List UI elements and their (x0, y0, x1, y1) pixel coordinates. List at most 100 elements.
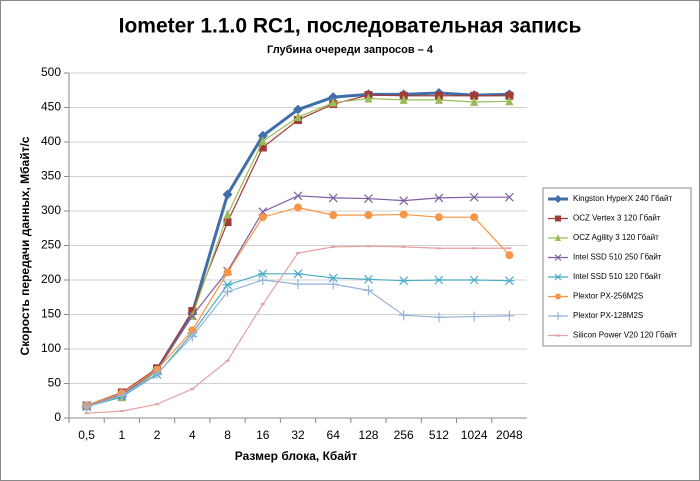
marker (81, 401, 92, 412)
legend-label: Intel SSD 510 250 Гбайт (573, 253, 662, 262)
marker (364, 93, 373, 103)
marker (554, 273, 562, 281)
marker (223, 209, 232, 219)
marker (505, 91, 514, 100)
marker (116, 390, 127, 401)
marker (152, 368, 163, 379)
marker (469, 311, 480, 322)
chart-title: Iometer 1.1.0 RC1, последовательная запи… (119, 15, 582, 38)
marker (470, 91, 479, 100)
marker (399, 94, 408, 104)
x-tick-label: 1024 (461, 428, 488, 442)
x-tick-label: 128 (358, 428, 378, 442)
marker (399, 210, 408, 219)
marker (223, 268, 232, 277)
marker (470, 96, 479, 106)
marker (223, 218, 232, 227)
marker (364, 211, 373, 220)
marker (398, 276, 409, 286)
legend-label: Silicon Power V20 120 Гбайт (573, 331, 677, 340)
marker (258, 143, 267, 152)
y-tick-label: 0 (54, 410, 61, 424)
x-tick-label: 2 (154, 428, 161, 442)
x-tick-label: 32 (291, 428, 305, 442)
marker (504, 276, 515, 286)
x-axis-title: Размер блока, Кбайт (235, 449, 358, 463)
marker (293, 279, 303, 290)
series (81, 275, 515, 412)
marker (505, 96, 514, 106)
x-tick-label: 2048 (496, 428, 523, 442)
y-tick-label: 50 (48, 376, 62, 390)
x-tick-label: 256 (394, 428, 414, 442)
legend-label: OCZ Agility 3 120 Гбайт (573, 233, 659, 242)
legend-box (542, 187, 692, 347)
x-tick-label: 64 (327, 428, 341, 442)
marker (504, 192, 514, 202)
marker (257, 275, 268, 285)
legend-label: Plextor PX-256M2S (573, 292, 643, 301)
marker (555, 293, 561, 300)
legend-label: OCZ Vertex 3 120 Гбайт (573, 214, 661, 223)
marker (554, 195, 562, 203)
y-tick-label: 400 (41, 134, 61, 148)
x-tick-label: 8 (224, 428, 231, 442)
marker (293, 104, 303, 115)
marker (434, 213, 443, 222)
marker (187, 331, 198, 342)
y-tick-label: 450 (41, 100, 61, 114)
marker (433, 312, 444, 323)
marker (554, 312, 562, 320)
marker (469, 275, 480, 285)
chart-subtitle: Глубина очереди запросов – 4 (267, 44, 434, 56)
marker (398, 310, 409, 321)
marker (555, 215, 561, 222)
marker (434, 193, 444, 203)
marker (399, 196, 409, 206)
marker (257, 130, 268, 141)
marker (505, 251, 514, 260)
marker (187, 311, 197, 321)
x-tick-label: 0,5 (78, 428, 95, 442)
marker (294, 203, 302, 212)
marker (257, 269, 268, 279)
x-tick-label: 1 (119, 428, 126, 442)
marker (293, 191, 303, 201)
marker (469, 192, 479, 202)
marker (434, 94, 443, 104)
marker (222, 280, 233, 290)
marker (364, 194, 373, 204)
marker (554, 254, 562, 261)
marker (293, 269, 303, 279)
marker (433, 275, 444, 285)
marker (258, 213, 267, 222)
marker (328, 279, 339, 290)
legend-label: Intel SSD 510 120 Гбайт (573, 272, 662, 281)
x-tick-label: 16 (256, 428, 270, 442)
marker (470, 213, 479, 222)
marker (504, 310, 515, 321)
marker (294, 112, 302, 122)
marker (222, 286, 233, 297)
series (84, 245, 512, 415)
marker (328, 273, 339, 283)
legend-label: Plextor PX-128M2S (573, 311, 643, 320)
x-tick-label: 4 (189, 428, 196, 442)
marker (555, 234, 561, 241)
y-tick-label: 150 (41, 307, 61, 321)
marker (328, 92, 339, 103)
marker (222, 189, 233, 200)
marker (329, 97, 338, 107)
marker (188, 326, 197, 335)
marker (363, 274, 374, 284)
y-tick-label: 250 (41, 238, 61, 252)
y-axis-title: Скорость передачи данных, Мбайт/с (18, 136, 32, 355)
marker (363, 285, 374, 296)
legend-label: Kingston HyperX 240 Гбайт (573, 194, 672, 203)
y-tick-label: 300 (41, 203, 61, 217)
y-tick-label: 350 (41, 169, 61, 183)
y-tick-label: 500 (41, 65, 61, 79)
marker (258, 136, 267, 146)
marker (329, 211, 338, 220)
